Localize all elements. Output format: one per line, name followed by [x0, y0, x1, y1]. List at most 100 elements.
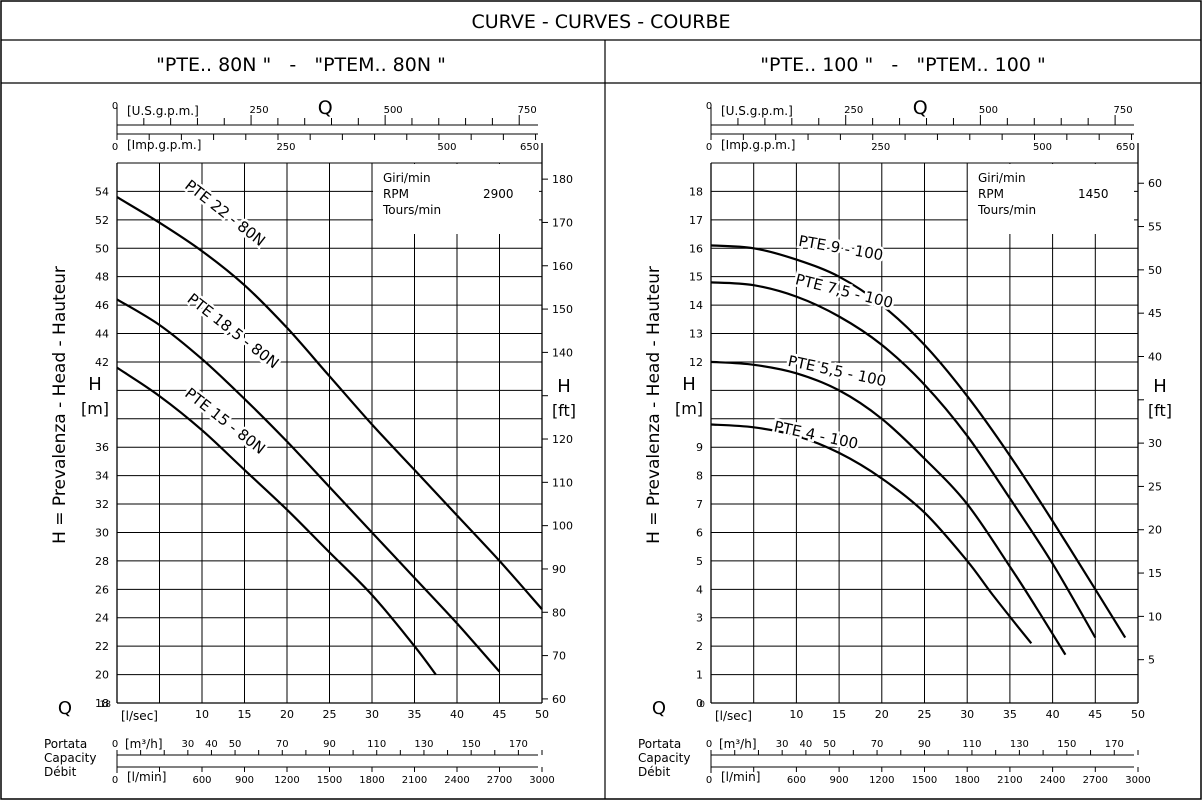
h-unit-m: [m]	[81, 399, 109, 418]
lmin-tick-label: 3000	[529, 775, 554, 786]
x-tick-label: 30	[365, 708, 379, 721]
lmin-tick-label: 2700	[1083, 775, 1108, 786]
y-tick-label: 36	[95, 441, 109, 454]
ft-tick-label: 100	[552, 520, 573, 533]
ft-tick-label: 90	[552, 563, 566, 576]
series-line-3	[710, 423, 1033, 644]
ft-tick-label: 110	[552, 476, 573, 489]
y-tick-label: 6	[696, 526, 703, 539]
x-tick-label: 40	[450, 708, 464, 721]
impgpm-tick-label: 250	[871, 142, 890, 153]
y-tick-label: 54	[95, 185, 109, 198]
series-line-0	[710, 244, 1127, 639]
h-letter-right: H	[557, 376, 571, 397]
ft-tick-label: 45	[1148, 307, 1162, 320]
ft-tick-label: 140	[552, 346, 573, 359]
m3h-unit: [m³/h]	[719, 737, 757, 751]
y-tick-label: 18	[95, 697, 109, 710]
debit-label: Débit	[638, 765, 671, 779]
ft-tick-label: 80	[552, 606, 566, 619]
impgpm-tick-label: 650	[520, 142, 539, 153]
x-tick-label: 35	[1003, 708, 1017, 721]
y-tick-label: 2	[696, 640, 703, 653]
h-unit-ft: [ft]	[1148, 401, 1172, 420]
series-line-2	[116, 366, 437, 676]
usgpm-tick-label: 250	[844, 105, 863, 116]
ft-tick-label: 150	[552, 303, 573, 316]
impgpm-tick-label: 250	[276, 142, 295, 153]
h-letter-left: H	[88, 374, 102, 395]
y-tick-label: 9	[696, 441, 703, 454]
usgpm-tick-label: 500	[979, 105, 998, 116]
x-tick-label: 45	[493, 708, 507, 721]
rpm-value: 2900	[483, 187, 514, 201]
x-tick-label: 10	[789, 708, 803, 721]
lmin-tick-label: 1800	[359, 775, 384, 786]
impgpm-unit: [Imp.g.p.m.]	[127, 138, 201, 152]
x-tick-label: 35	[408, 708, 422, 721]
y-tick-label: 7	[696, 498, 703, 511]
series-label-2: PTE 5,5 - 100	[786, 352, 887, 390]
m3h-tick-label: 70	[871, 739, 884, 750]
x-tick-label: 45	[1088, 708, 1102, 721]
rpm-value: 1450	[1078, 187, 1109, 201]
y-tick-label: 52	[95, 214, 109, 227]
m3h-tick-label: 110	[367, 739, 386, 750]
usgpm-unit: [U.S.g.p.m.]	[721, 104, 793, 118]
ft-tick-label: 30	[1148, 437, 1162, 450]
x-tick-zero-label: 18	[100, 700, 112, 710]
m3h-tick-label: 40	[205, 739, 218, 750]
series-label-0: PTE 22 - 80N	[181, 176, 268, 250]
m3h-unit: [m³/h]	[125, 737, 163, 751]
y-axis-title: H = Prevalenza - Head - Hauteur	[644, 266, 664, 544]
y-tick-label: 16	[689, 242, 703, 255]
y-axis-title: H = Prevalenza - Head - Hauteur	[50, 266, 70, 544]
ft-tick-label: 170	[552, 216, 573, 229]
page-title: CURVE - CURVES - COURBE	[472, 11, 731, 33]
ft-tick-label: 5	[1148, 654, 1155, 667]
chart-pte-100: 0123456789121314151617185101520253040455…	[638, 97, 1172, 786]
y-tick-label: 3	[696, 612, 703, 625]
lmin-tick-label: 1200	[869, 775, 894, 786]
usgpm-zero-label: 0	[112, 101, 118, 112]
ft-tick-label: 180	[552, 173, 573, 186]
y-tick-label: 34	[95, 470, 109, 483]
ft-tick-label: 120	[552, 433, 573, 446]
y-tick-label: 42	[95, 356, 109, 369]
m3h-zero-label: 0	[706, 739, 712, 750]
rpm-tours-label: Tours/min	[382, 203, 441, 217]
lmin-tick-label: 1500	[317, 775, 342, 786]
q-letter-top: Q	[318, 97, 333, 119]
y-tick-label: 15	[689, 271, 703, 284]
impgpm-unit: [Imp.g.p.m.]	[721, 138, 795, 152]
lmin-tick-label: 600	[192, 775, 211, 786]
series-line-0	[116, 196, 543, 610]
x-unit-lsec: [l/sec]	[121, 709, 158, 723]
x-tick-label: 50	[1131, 708, 1145, 721]
lmin-zero-label: 0	[112, 775, 118, 786]
q-letter-top: Q	[913, 97, 928, 119]
lmin-tick-label: 2100	[402, 775, 427, 786]
y-tick-label: 28	[95, 555, 109, 568]
m3h-tick-label: 50	[823, 739, 836, 750]
m3h-tick-label: 70	[276, 739, 289, 750]
portata-label: Portata	[44, 737, 87, 751]
chart-pte-80n: 18 20 22 24 26 28 30 32 34 36 42 44 46 48 50 52 54 60 70 80…	[44, 97, 576, 786]
y-tick-label: 50	[95, 242, 109, 255]
series-label-0: PTE 9 - 100	[797, 232, 884, 265]
ft-tick-label: 20	[1148, 524, 1162, 537]
m3h-tick-label: 50	[229, 739, 242, 750]
m3h-tick-label: 30	[776, 739, 789, 750]
x-tick-label: 15	[832, 708, 846, 721]
ft-tick-label: 10	[1148, 610, 1162, 623]
x-tick-label: 25	[918, 708, 932, 721]
m3h-tick-label: 150	[462, 739, 481, 750]
x-tick-zero-label: 0	[699, 700, 705, 710]
y-tick-label: 48	[95, 271, 109, 284]
x-tick-label: 20	[280, 708, 294, 721]
series-line-1	[710, 281, 1097, 639]
ft-tick-label: 70	[552, 650, 566, 663]
q-letter-bottom: Q	[58, 698, 72, 719]
